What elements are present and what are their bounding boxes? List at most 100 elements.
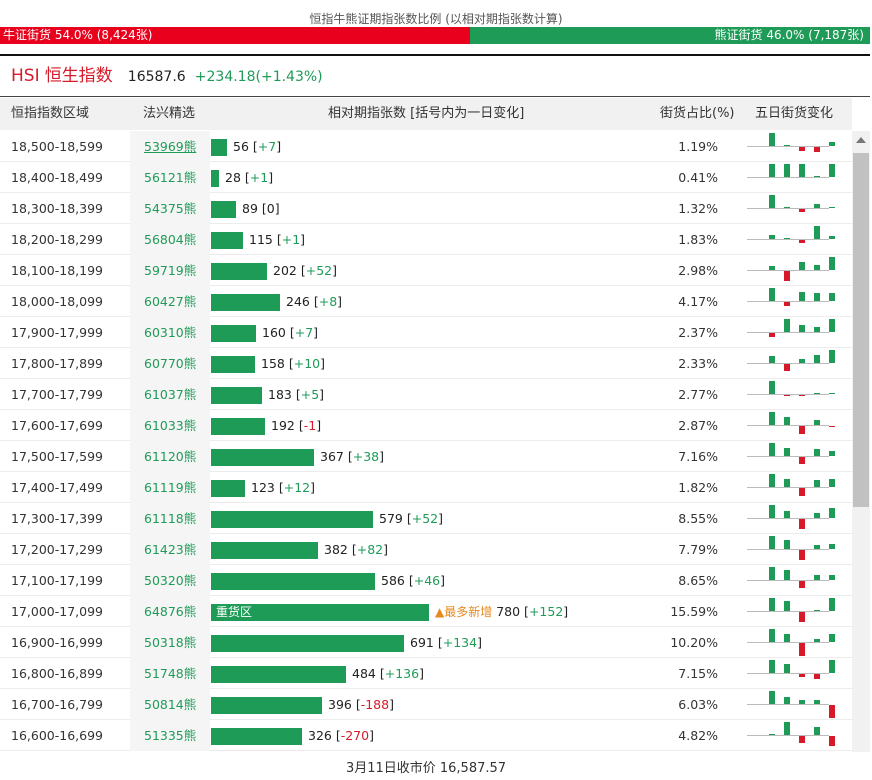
table-body: 18,500-18,599 53969熊 56 [+7] 1.19% 18,400-18… [0, 131, 852, 751]
spark-bar [799, 395, 805, 396]
five-day-sparkline [747, 255, 835, 286]
warrant-link[interactable]: 51748熊 [144, 666, 197, 681]
spark-bar [784, 634, 790, 642]
contracts-count: 382 [324, 542, 348, 557]
spark-bar [799, 674, 805, 677]
warrant-link[interactable]: 61423熊 [144, 542, 197, 557]
index-range: 17,200-17,299 [11, 542, 103, 557]
spark-bar [814, 204, 820, 208]
warrant-link[interactable]: 61033熊 [144, 418, 197, 433]
outstanding-pct: 8.55% [678, 511, 718, 526]
warrant-link[interactable]: 53969熊 [144, 139, 197, 154]
warrant-link[interactable]: 51335熊 [144, 728, 197, 743]
spark-bar [814, 265, 820, 270]
fund-cell: 60310熊 [130, 317, 210, 348]
five-day-sparkline [747, 131, 835, 162]
warrant-link[interactable]: 61120熊 [144, 449, 197, 464]
spark-baseline [747, 549, 829, 550]
spark-bar [784, 145, 790, 146]
contracts-bar-cell: 重货区 ▲最多新增 780 [+152] [211, 596, 651, 627]
contracts-change: +134 [442, 635, 478, 650]
spark-bar [799, 164, 805, 177]
contracts-change: -188 [360, 697, 390, 712]
contracts-bar-cell: 326 [-270] [211, 720, 651, 751]
spark-baseline [747, 580, 829, 581]
spark-bar [769, 235, 775, 239]
contracts-count: 367 [320, 449, 344, 464]
contracts-change: +82 [356, 542, 384, 557]
contracts-bar-cell: 396 [-188] [211, 689, 651, 720]
warrant-link[interactable]: 61037熊 [144, 387, 197, 402]
spark-bar [769, 629, 775, 642]
spark-bar [769, 381, 775, 394]
contracts-count: 396 [328, 697, 352, 712]
contracts-change: +8 [318, 294, 338, 309]
warrant-link[interactable]: 64876熊 [144, 604, 197, 619]
spark-bar [829, 544, 835, 549]
warrant-link[interactable]: 54375熊 [144, 201, 197, 216]
spark-bar [769, 691, 775, 704]
contracts-value: 28 [+1] [225, 170, 274, 185]
five-day-sparkline [747, 286, 835, 317]
five-day-sparkline [747, 658, 835, 689]
warrant-link[interactable]: 50814熊 [144, 697, 197, 712]
index-range: 17,700-17,799 [11, 387, 103, 402]
spark-bar [784, 395, 790, 396]
warrant-link[interactable]: 56121熊 [144, 170, 197, 185]
contracts-count: 326 [308, 728, 332, 743]
spark-bar [829, 236, 835, 239]
five-day-sparkline [747, 193, 835, 224]
warrant-link[interactable]: 60310熊 [144, 325, 197, 340]
contracts-bar [211, 542, 318, 559]
spark-bar [769, 505, 775, 518]
contracts-count: 202 [273, 263, 297, 278]
spark-bar [829, 164, 835, 177]
most-new-badge: ▲最多新增 [435, 605, 493, 619]
contracts-value: 160 [+7] [262, 325, 319, 340]
table-row: 16,700-16,799 50814熊 396 [-188] 6.03% [0, 689, 852, 720]
five-day-sparkline [747, 720, 835, 751]
contracts-count: 160 [262, 325, 286, 340]
index-quote: HSI 恒生指数 16587.6 +234.18(+1.43%) [11, 65, 323, 88]
spark-bar [799, 736, 805, 743]
contracts-count: 183 [268, 387, 292, 402]
warrant-link[interactable]: 50320熊 [144, 573, 197, 588]
table-row: 17,300-17,399 61118熊 579 [+52] 8.55% [0, 503, 852, 534]
warrant-link[interactable]: 56804熊 [144, 232, 197, 247]
outstanding-pct: 8.65% [678, 573, 718, 588]
contracts-bar [211, 449, 314, 466]
contracts-change: +38 [352, 449, 380, 464]
scroll-up-arrow-icon[interactable] [856, 137, 866, 143]
warrant-link[interactable]: 61119熊 [144, 480, 197, 495]
table-row: 17,200-17,299 61423熊 382 [+82] 7.79% [0, 534, 852, 565]
five-day-sparkline [747, 317, 835, 348]
contracts-bar [211, 263, 267, 280]
spark-bar [784, 511, 790, 518]
contracts-value: 123 [+12] [251, 480, 315, 495]
index-range: 18,300-18,399 [11, 201, 103, 216]
scrollbar-thumb[interactable] [853, 153, 869, 507]
spark-bar [829, 705, 835, 718]
spark-bar [829, 598, 835, 611]
fund-cell: 61119熊 [130, 472, 210, 503]
five-day-sparkline [747, 441, 835, 472]
index-range: 17,500-17,599 [11, 449, 103, 464]
fund-cell: 61118熊 [130, 503, 210, 534]
header-spark: 五日街货变化 [755, 106, 834, 121]
spark-bar [814, 293, 820, 301]
fund-cell: 54375熊 [130, 193, 210, 224]
outstanding-pct: 2.87% [678, 418, 718, 433]
scrollbar[interactable] [852, 131, 870, 752]
spark-bar [814, 355, 820, 363]
warrant-link[interactable]: 60427熊 [144, 294, 197, 309]
warrant-link[interactable]: 61118熊 [144, 511, 197, 526]
fund-cell: 60770熊 [130, 348, 210, 379]
contracts-value: 246 [+8] [286, 294, 343, 309]
warrant-link[interactable]: 60770熊 [144, 356, 197, 371]
warrant-link[interactable]: 59719熊 [144, 263, 197, 278]
spark-bar [769, 443, 775, 456]
outstanding-pct: 1.82% [678, 480, 718, 495]
fund-cell: 50814熊 [130, 689, 210, 720]
warrant-link[interactable]: 50318熊 [144, 635, 197, 650]
table-row: 16,900-16,999 50318熊 691 [+134] 10.20% [0, 627, 852, 658]
